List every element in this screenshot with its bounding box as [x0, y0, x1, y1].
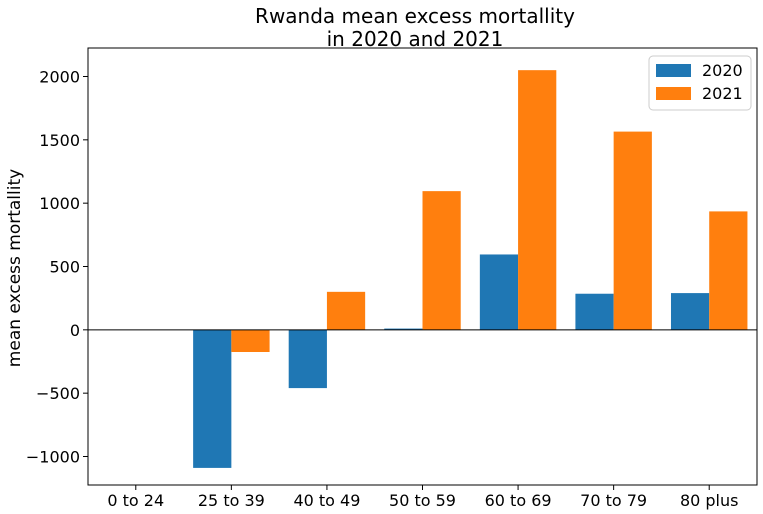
bar-2021-3 — [326, 291, 366, 330]
bar-2020-5 — [479, 254, 519, 330]
legend-swatch-2020 — [656, 64, 691, 77]
y-axis-label: mean excess mortallity — [5, 169, 25, 367]
x-tick-label: 40 to 49 — [293, 491, 360, 510]
y-tick-label: −500 — [36, 384, 80, 403]
bar-2021-5 — [518, 70, 557, 330]
legend-label-2020: 2020 — [702, 61, 743, 80]
legend-swatch-2021 — [656, 87, 691, 100]
y-axis: −1000 −500 0 500 1000 1500 2000 — [26, 68, 88, 467]
bar-2021-2 — [231, 329, 270, 352]
y-tick-label: 1500 — [39, 131, 80, 150]
bar-2020-4 — [384, 328, 423, 330]
y-tick-label: 1000 — [39, 194, 80, 213]
x-tick-label: 80 plus — [680, 491, 739, 510]
bar-2021-4 — [422, 191, 461, 330]
bar-2021-7 — [709, 211, 748, 330]
y-tick-label: −1000 — [26, 448, 80, 467]
chart-title-line-2: in 2020 and 2021 — [327, 27, 504, 51]
x-axis: 0 to 24 25 to 39 40 to 49 50 to 59 60 to 69 7… — [107, 485, 738, 510]
bar-2020-7 — [670, 293, 710, 330]
x-tick-label: 60 to 69 — [485, 491, 552, 510]
bar-2020-6 — [575, 293, 614, 330]
x-tick-label: 50 to 59 — [389, 491, 456, 510]
bars-group — [193, 70, 748, 468]
y-tick-label: 2000 — [39, 68, 80, 87]
bar-2020-2 — [193, 329, 232, 468]
y-tick-label: 0 — [70, 321, 80, 340]
x-tick-label: 70 to 79 — [580, 491, 647, 510]
bar-2020-3 — [288, 329, 327, 389]
bar-2021-6 — [613, 131, 652, 330]
legend: 2020 2021 — [648, 55, 752, 111]
legend-label-2021: 2021 — [702, 84, 743, 103]
x-tick-label: 25 to 39 — [198, 491, 265, 510]
y-tick-label: 500 — [49, 258, 80, 277]
chart-title-line-1: Rwanda mean excess mortallity — [255, 4, 575, 28]
x-tick-label: 0 to 24 — [107, 491, 164, 510]
